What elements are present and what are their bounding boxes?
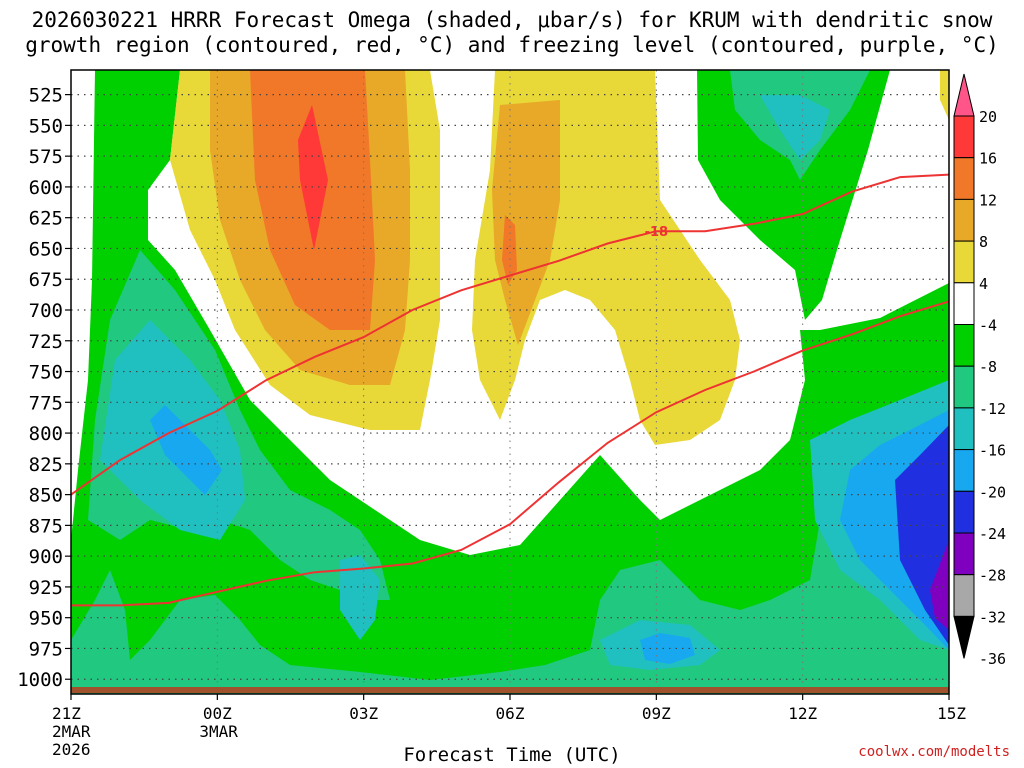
colorbar-label: 4 — [979, 275, 988, 293]
omega-region-t — [760, 95, 830, 160]
y-tick-label: 650 — [29, 238, 63, 260]
omega-region-go — [492, 100, 560, 345]
colorbar-label: -24 — [979, 525, 1006, 543]
y-tick-label: 575 — [29, 146, 63, 168]
y-tick-label: 875 — [29, 515, 63, 537]
contour-lines: -18 — [71, 173, 949, 607]
x-tick-label: 00Z — [203, 704, 232, 723]
y-tick-label: 800 — [29, 423, 63, 445]
colorbar-swatch — [953, 324, 975, 367]
y-tick-label: 725 — [29, 331, 63, 353]
colorbar-swatch — [953, 157, 975, 200]
colorbar-label: -8 — [979, 358, 997, 376]
colorbar-label: 16 — [979, 150, 997, 168]
x-tick-label: 03Z — [349, 704, 378, 723]
x-tick-sublabel: 2MAR — [52, 722, 91, 741]
y-tick-label: 775 — [29, 392, 63, 414]
y-tick-label: 900 — [29, 546, 63, 568]
plot-gridlines — [71, 70, 949, 694]
omega-region-o — [502, 215, 517, 285]
colorbar-swatch — [953, 115, 975, 159]
colorbar-swatch — [953, 282, 975, 325]
y-tick-label: 600 — [29, 177, 63, 199]
y-tick-label: 825 — [29, 454, 63, 476]
x-tick-label: 09Z — [642, 704, 671, 723]
x-tick-label: 15Z — [937, 704, 966, 723]
colorbar-label: -4 — [979, 317, 997, 335]
colorbar-swatch — [953, 240, 975, 284]
colorbar-label: -36 — [979, 650, 1006, 668]
x-tick-sublabel: 3MAR — [199, 722, 238, 741]
colorbar-label: -16 — [979, 442, 1006, 460]
omega-region-y — [940, 70, 949, 120]
credit-link[interactable]: coolwx.com/modelts — [858, 744, 1010, 760]
omega-region-g — [697, 70, 890, 320]
colorbar-swatch — [953, 490, 975, 534]
colorbar-cap-bottom — [953, 615, 975, 659]
x-axis-title: Forecast Time (UTC) — [403, 744, 621, 766]
colorbar-label: -28 — [979, 567, 1006, 585]
colorbar-swatch — [953, 198, 975, 242]
y-axis: 525 550 575 600 625 650 675 700 725 750 775 800 825 8… — [17, 85, 71, 691]
contour-line — [71, 300, 949, 607]
colorbar-swatch — [953, 574, 975, 617]
colorbar: 20 16 12 8 4 -4 -8 -12 -16 -20 -24 -28 -32 -36 — [953, 73, 1006, 668]
contour-label: -18 — [645, 225, 669, 240]
y-tick-label: 625 — [29, 208, 63, 230]
colorbar-swatch — [953, 449, 975, 492]
y-tick-label: 850 — [29, 485, 63, 507]
x-tick-label: 12Z — [788, 704, 817, 723]
chart-title-line-1: 2026030221 HRRR Forecast Omega (shaded, … — [31, 8, 993, 32]
chart-title-line-2: growth region (contoured, red, °C) and f… — [25, 33, 999, 57]
chart-title: 2026030221 HRRR Forecast Omega (shaded, … — [0, 8, 1024, 58]
colorbar-label: 8 — [979, 233, 988, 251]
x-tick-year: 2026 — [52, 740, 91, 759]
x-tick-label: 21Z — [52, 704, 81, 723]
colorbar-label: -20 — [979, 483, 1006, 501]
omega-region-b — [150, 405, 222, 495]
omega-region-r — [298, 105, 328, 250]
y-tick-label: 1000 — [17, 669, 63, 691]
y-tick-label: 525 — [29, 85, 63, 107]
colorbar-swatch — [953, 365, 975, 409]
ground-surface-bar — [71, 687, 949, 693]
colorbar-cap-top — [953, 73, 975, 117]
omega-region-p — [930, 540, 949, 630]
y-tick-label: 950 — [29, 608, 63, 630]
x-tick-label: 06Z — [496, 704, 525, 723]
omega-region-tg — [71, 440, 949, 694]
y-tick-label: 925 — [29, 577, 63, 599]
colorbar-label: 12 — [979, 191, 997, 209]
omega-region-t — [340, 555, 380, 640]
y-tick-label: 750 — [29, 362, 63, 384]
y-tick-label: 700 — [29, 300, 63, 322]
contour-line — [71, 173, 949, 496]
colorbar-label: -12 — [979, 400, 1006, 418]
colorbar-swatch — [953, 532, 975, 576]
colorbar-label: -32 — [979, 608, 1006, 626]
y-tick-label: 975 — [29, 638, 63, 660]
y-tick-label: 550 — [29, 115, 63, 137]
colorbar-label: 20 — [979, 108, 997, 126]
omega-shading — [71, 70, 949, 694]
y-tick-label: 675 — [29, 269, 63, 291]
colorbar-swatch — [953, 407, 975, 451]
omega-region-b — [640, 633, 695, 664]
